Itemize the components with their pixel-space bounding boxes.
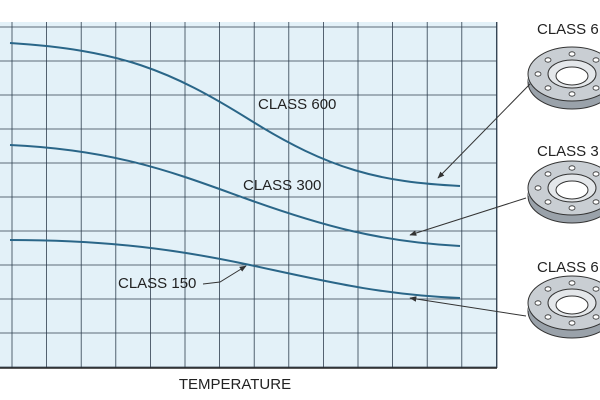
arrow: [437, 83, 531, 179]
x-axis-label: TEMPERATURE: [179, 376, 291, 393]
curve-label: CLASS 150: [118, 275, 196, 292]
arrow: [409, 197, 527, 236]
leader: [202, 265, 247, 285]
curve-150: [9, 239, 461, 299]
flange-icon: [527, 46, 600, 110]
flange-icon: [527, 275, 600, 339]
curve-600: [9, 42, 461, 187]
plot-area: [0, 22, 497, 368]
flange-label: CLASS 6: [537, 21, 599, 38]
curve-label: CLASS 600: [258, 96, 336, 113]
flange-label: CLASS 3: [537, 143, 599, 160]
flange-label: CLASS 6: [537, 259, 599, 276]
arrow: [409, 296, 527, 317]
curve-300: [9, 144, 461, 247]
curve-label: CLASS 300: [243, 177, 321, 194]
flange-icon: [527, 160, 600, 224]
